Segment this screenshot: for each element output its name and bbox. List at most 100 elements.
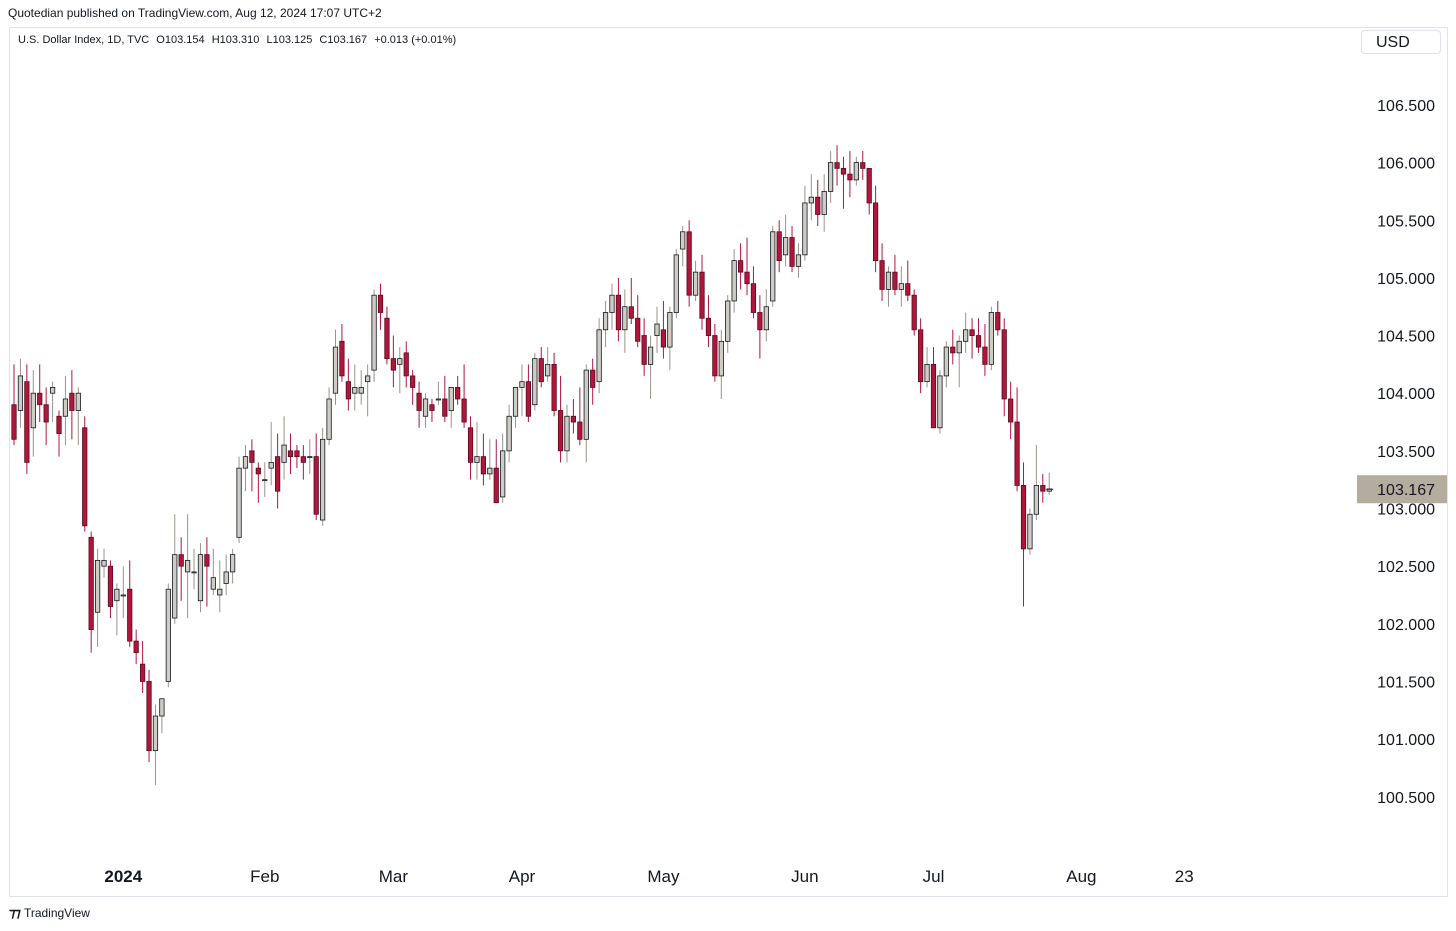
- candle: [776, 220, 782, 273]
- candle-body: [795, 254, 802, 267]
- candle-body: [403, 352, 409, 377]
- candle: [615, 277, 622, 342]
- candle: [692, 260, 699, 301]
- candle-body: [429, 404, 435, 411]
- candle: [1001, 318, 1007, 417]
- candle: [146, 669, 152, 763]
- candle: [763, 289, 769, 342]
- candle: [43, 387, 49, 446]
- candle-body: [969, 329, 975, 336]
- candle: [577, 387, 583, 446]
- candle-body: [699, 271, 705, 319]
- time-tick-label: Jun: [791, 867, 818, 886]
- candle-body: [660, 329, 667, 348]
- candle: [815, 179, 821, 227]
- candle: [718, 329, 724, 399]
- candle: [429, 398, 435, 423]
- candle-body: [69, 392, 75, 411]
- candle-body: [943, 346, 949, 377]
- candle: [564, 404, 570, 463]
- candle-body: [673, 254, 679, 313]
- candle-body: [448, 387, 454, 411]
- candle: [474, 422, 480, 480]
- price-tick-label: 104.000: [1377, 386, 1435, 403]
- candle: [377, 283, 384, 330]
- candle: [133, 629, 139, 665]
- candle-body: [294, 450, 300, 458]
- candle-body: [763, 306, 769, 331]
- candle-body: [127, 588, 133, 642]
- candle-body: [905, 283, 911, 296]
- candle: [320, 427, 326, 526]
- candle: [853, 156, 859, 186]
- candle: [950, 329, 956, 365]
- candle-body: [146, 681, 152, 752]
- price-tick-label: 106.000: [1377, 156, 1435, 173]
- candle: [480, 433, 486, 486]
- time-tick-label: Apr: [509, 867, 536, 886]
- candle-body: [236, 467, 242, 538]
- candle: [583, 364, 589, 463]
- candle: [422, 393, 429, 428]
- time-tick-label: Feb: [250, 867, 279, 886]
- candle-body: [191, 571, 197, 574]
- candle: [532, 352, 538, 411]
- candle-body: [737, 260, 744, 273]
- candle-body: [139, 663, 146, 682]
- candle-body: [416, 392, 422, 411]
- candle-body: [37, 392, 43, 406]
- candle-body: [474, 456, 480, 463]
- candle: [416, 381, 422, 428]
- candle-body: [332, 346, 339, 394]
- candle: [435, 381, 441, 405]
- candle: [1020, 462, 1027, 607]
- candle: [712, 324, 718, 382]
- candle-body: [982, 346, 988, 365]
- currency-button[interactable]: USD: [1361, 30, 1441, 54]
- candle-body: [750, 283, 757, 313]
- candle: [705, 295, 712, 348]
- candle-body: [557, 410, 564, 452]
- candle-body: [712, 335, 718, 377]
- candle-body: [133, 640, 139, 654]
- price-tick-label: 102.500: [1377, 559, 1435, 576]
- candle-body: [892, 271, 898, 290]
- candle-body: [686, 231, 692, 296]
- candle: [262, 462, 268, 497]
- candle: [191, 548, 197, 590]
- candle-body: [783, 237, 789, 256]
- tradingview-logo[interactable]: ⁊⁊ TradingView: [9, 905, 90, 921]
- candle-body: [249, 450, 255, 463]
- symbol-legend: U.S. Dollar Index, 1D, TVC O103.154 H103…: [18, 34, 460, 46]
- candlestick-chart[interactable]: 100.500 101.000 101.500 102.000 102.500 103.0…: [10, 28, 1447, 896]
- candle-body: [435, 398, 441, 401]
- candle-body: [172, 554, 178, 619]
- candle-body: [442, 398, 448, 417]
- candle-body: [802, 202, 808, 256]
- candle-body: [564, 415, 570, 452]
- candle-body: [879, 260, 885, 290]
- candle: [275, 433, 281, 509]
- candle-body: [114, 588, 120, 602]
- candle-body: [602, 312, 609, 331]
- candle-body: [480, 456, 486, 475]
- price-tick-label: 103.000: [1377, 502, 1435, 519]
- publish-info: Quotedian published on TradingView.com, …: [8, 6, 382, 20]
- candle-body: [1033, 485, 1039, 515]
- candle: [647, 335, 654, 399]
- candle-body: [500, 450, 506, 498]
- candle: [62, 375, 69, 446]
- candle: [455, 375, 461, 405]
- tradingview-brand: TradingView: [23, 906, 90, 920]
- candle-body: [744, 271, 750, 285]
- candle: [487, 439, 493, 480]
- candle: [892, 254, 898, 296]
- price-tick-label: 102.000: [1377, 617, 1435, 634]
- candle-body: [770, 231, 776, 302]
- candle: [384, 306, 390, 365]
- candle-body: [615, 294, 622, 331]
- candle-body: [776, 231, 782, 262]
- candle-body: [352, 387, 358, 394]
- chart-panel[interactable]: 100.500 101.000 101.500 102.000 102.500 103.0…: [9, 27, 1448, 897]
- candle-body: [467, 427, 474, 463]
